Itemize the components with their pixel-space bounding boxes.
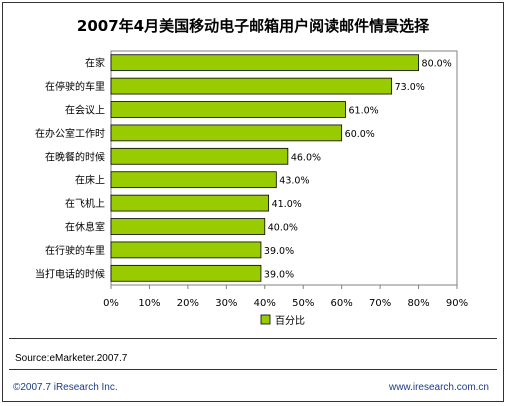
x-tick-label: 90% [446,298,468,309]
category-label: 在飞机上 [65,197,105,210]
x-tick-label: 30% [215,298,237,309]
legend-swatch [260,314,271,325]
bar [110,264,262,282]
website-text: www.iresearch.com.cn [388,382,489,393]
bar [110,54,419,72]
bar [110,77,393,95]
category-label: 在停驶的车里 [45,80,105,93]
category-label: 当打电话的时候 [35,267,105,280]
data-label: 40.0% [268,223,298,234]
data-label: 80.0% [422,59,452,70]
x-tick-label: 70% [369,298,391,309]
data-label: 41.0% [272,199,302,210]
category-label: 在行驶的车里 [45,244,105,257]
category-label: 在晚餐的时候 [45,150,105,163]
legend-label: 百分比 [275,315,305,327]
source-note: Source:eMarketer.2007.7 [15,353,128,364]
category-label: 在家 [85,57,105,70]
bar [110,171,277,189]
category-label: 在会议上 [65,104,105,117]
x-tick-label: 20% [177,298,199,309]
data-label: 61.0% [349,106,379,117]
x-tick-label: 10% [138,298,160,309]
x-tick-label: 60% [331,298,353,309]
bar [110,241,262,259]
data-label: 39.0% [264,269,294,280]
data-label: 39.0% [264,246,294,257]
divider-bottom [9,369,497,370]
data-label: 73.0% [395,82,425,93]
bar [110,147,289,165]
bar [110,218,266,235]
bar [110,194,270,212]
data-label: 60.0% [345,129,375,140]
divider-top [9,338,497,339]
copyright-text: ©2007.7 iResearch Inc. [13,382,118,393]
chart-title: 2007年4月美国移动电子邮箱用户阅读邮件情景选择 [76,17,430,35]
category-label: 在办公室工作时 [35,127,105,140]
x-tick-label: 50% [292,298,314,309]
data-label: 46.0% [291,152,321,163]
x-tick-label: 40% [254,298,276,309]
category-label: 在休息室 [65,221,105,234]
bar [110,101,346,118]
chart-frame: 2007年4月美国移动电子邮箱用户阅读邮件情景选择 在家 80.0% 在停驶的车里 7… [2,2,504,402]
chart-area: 在家 80.0% 在停驶的车里 73.0% 在会议上 61.0% 在办公室工作时 60.0% 在… [13,47,491,343]
bar [110,124,343,142]
category-label: 在床上 [75,174,105,187]
x-tick-label: 0% [103,298,119,309]
bar-chart: 在家 80.0% 在停驶的车里 73.0% 在会议上 61.0% 在办公室工作时 60.0% 在… [35,50,468,327]
x-tick-label: 80% [407,298,429,309]
data-label: 43.0% [279,176,309,187]
